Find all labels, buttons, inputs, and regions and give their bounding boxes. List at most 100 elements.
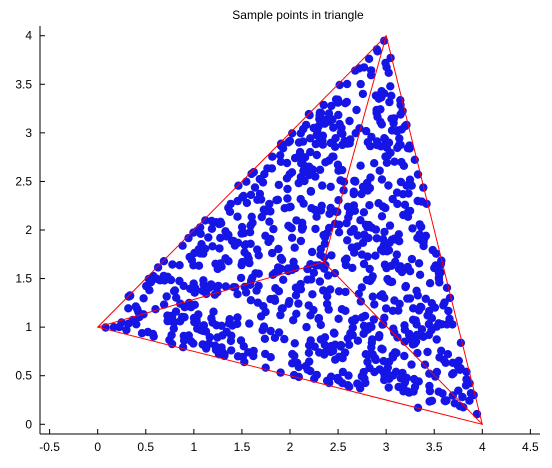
data-point <box>384 383 393 392</box>
data-point <box>184 331 193 340</box>
data-point <box>421 294 430 303</box>
data-point <box>377 212 387 221</box>
data-point <box>407 360 416 369</box>
data-point <box>437 320 447 329</box>
data-point <box>349 201 359 210</box>
data-point <box>380 89 389 98</box>
points-layer <box>101 36 482 419</box>
data-point <box>344 340 354 349</box>
data-point <box>296 172 306 182</box>
data-point <box>196 325 205 335</box>
data-point <box>413 331 423 340</box>
data-point <box>359 208 369 217</box>
data-point <box>434 274 444 284</box>
data-point <box>207 224 217 233</box>
data-point <box>459 403 468 412</box>
data-point <box>318 140 327 149</box>
data-point <box>273 263 283 272</box>
data-point <box>425 279 435 288</box>
x-tick-label: 0.5 <box>137 440 154 454</box>
data-point <box>274 328 284 337</box>
data-point <box>290 243 299 252</box>
data-point <box>378 202 388 211</box>
data-point <box>189 339 198 348</box>
data-point <box>362 275 372 285</box>
data-point <box>320 264 329 273</box>
data-point <box>343 236 352 245</box>
data-point <box>385 97 394 107</box>
data-point <box>198 286 207 295</box>
data-point <box>365 201 374 210</box>
data-point <box>440 396 449 405</box>
data-point <box>289 316 298 325</box>
data-point <box>221 227 230 236</box>
data-point <box>378 345 387 354</box>
data-point <box>365 264 374 274</box>
data-point <box>390 157 399 166</box>
data-point <box>255 174 264 184</box>
data-point <box>329 123 338 132</box>
data-point <box>444 306 453 316</box>
data-point <box>266 326 275 336</box>
data-point <box>304 162 314 171</box>
data-point <box>308 290 317 299</box>
data-point <box>312 150 321 160</box>
data-point <box>256 312 266 321</box>
data-point <box>363 186 372 195</box>
data-point <box>390 296 399 305</box>
data-point <box>315 348 324 357</box>
data-point <box>380 227 389 237</box>
data-point <box>218 348 228 357</box>
data-point <box>213 333 222 342</box>
data-point <box>209 307 218 316</box>
data-point <box>356 216 365 225</box>
data-point <box>358 89 368 99</box>
data-point <box>236 273 246 283</box>
data-point <box>335 80 344 90</box>
data-point <box>357 372 366 381</box>
y-tick-label: 0.5 <box>15 369 32 383</box>
data-point <box>342 97 351 107</box>
data-point <box>247 169 256 179</box>
data-point <box>306 147 315 157</box>
x-tick-label: 4.5 <box>522 440 539 454</box>
data-point <box>304 341 314 350</box>
triangle-median-line <box>323 35 387 263</box>
data-point <box>305 357 314 366</box>
data-point <box>351 129 360 138</box>
y-tick-label: 2.5 <box>15 174 32 188</box>
data-point <box>387 261 396 270</box>
data-point <box>245 258 254 268</box>
data-point <box>291 291 301 300</box>
data-point <box>364 220 374 230</box>
data-point <box>306 134 315 143</box>
data-point <box>211 345 221 355</box>
data-point <box>364 54 374 63</box>
data-point <box>432 249 441 258</box>
data-point <box>413 348 422 358</box>
data-point <box>400 378 410 387</box>
data-point <box>458 392 467 402</box>
data-point <box>225 207 235 216</box>
data-point <box>287 233 297 242</box>
data-point <box>324 305 333 314</box>
data-point <box>395 134 404 143</box>
data-point <box>294 299 303 308</box>
data-point <box>384 371 393 381</box>
x-tick-label: -0.5 <box>39 440 60 454</box>
data-point <box>349 187 358 196</box>
data-point <box>326 182 335 191</box>
data-point <box>348 316 357 325</box>
data-point <box>377 120 386 129</box>
data-point <box>396 140 405 150</box>
data-point <box>345 116 354 126</box>
data-point <box>361 326 370 336</box>
x-tick-label: 2.5 <box>330 440 347 454</box>
data-point <box>283 184 292 194</box>
data-point <box>264 237 273 247</box>
data-point <box>178 343 188 352</box>
data-point <box>370 300 379 309</box>
data-point <box>321 158 330 167</box>
